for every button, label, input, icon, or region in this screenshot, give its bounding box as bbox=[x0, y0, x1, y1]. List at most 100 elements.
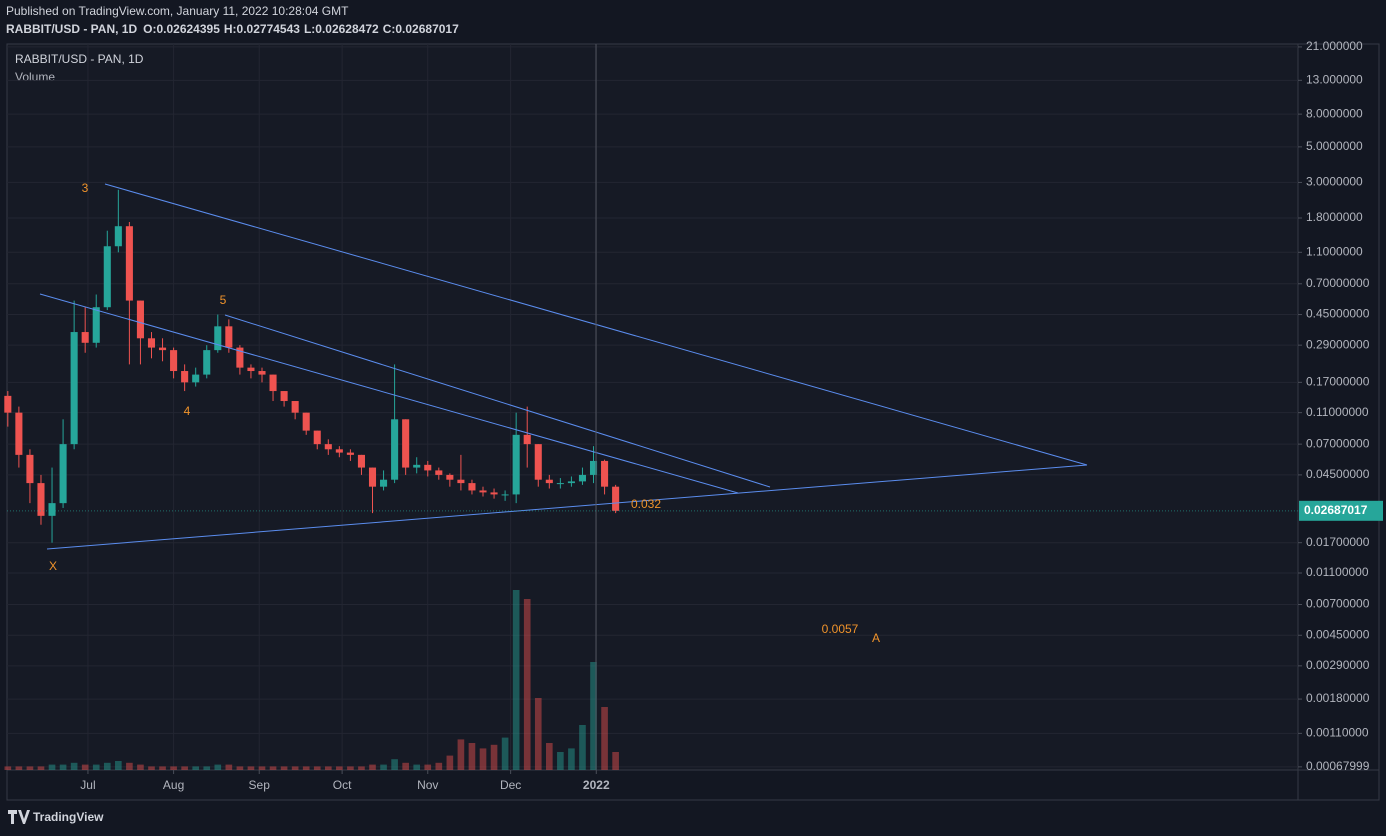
volume-bar bbox=[324, 766, 332, 770]
candle-body bbox=[48, 503, 56, 516]
volume-bar bbox=[26, 766, 34, 770]
volume-bar bbox=[280, 766, 288, 770]
volume-bar bbox=[92, 764, 100, 770]
candle-body bbox=[225, 326, 233, 348]
volume-bar bbox=[490, 744, 498, 770]
ohlc-label: C: bbox=[383, 22, 396, 36]
volume-bar bbox=[269, 766, 277, 770]
candle-body bbox=[523, 434, 531, 445]
volume-bar bbox=[291, 766, 299, 770]
volume-bar bbox=[413, 764, 421, 770]
candle-body bbox=[346, 452, 354, 455]
volume-bar bbox=[347, 766, 354, 770]
volume-bar bbox=[369, 764, 376, 770]
candle-body bbox=[37, 483, 45, 516]
logo-mark bbox=[8, 810, 30, 824]
candle-body bbox=[4, 395, 12, 413]
volume-bar bbox=[115, 761, 122, 770]
candle-body bbox=[15, 412, 23, 455]
y-tick-label: 21.000000 bbox=[1306, 39, 1363, 53]
candle-body bbox=[214, 326, 222, 351]
candle-body bbox=[578, 474, 587, 482]
y-tick-label: 3.0000000 bbox=[1306, 175, 1363, 189]
candle-body bbox=[236, 347, 244, 368]
x-tick-label: 2022 bbox=[583, 778, 610, 792]
volume-bar bbox=[612, 752, 619, 770]
plot-area bbox=[7, 44, 1298, 770]
candle-body bbox=[357, 454, 365, 468]
volume-bar bbox=[159, 766, 166, 770]
y-tick-label: 0.01100000 bbox=[1306, 565, 1369, 579]
volume-bar bbox=[501, 737, 509, 770]
candle-body bbox=[203, 350, 211, 375]
candle-body bbox=[313, 430, 321, 445]
y-tick-label: 0.01700000 bbox=[1306, 535, 1370, 549]
price-label: 0.02687017 bbox=[1304, 503, 1368, 517]
candle-body bbox=[59, 444, 67, 504]
candle-body bbox=[567, 481, 575, 484]
candle-body bbox=[280, 391, 288, 402]
volume-bar bbox=[214, 764, 222, 770]
candle-body bbox=[612, 486, 620, 511]
volume-bar bbox=[601, 707, 608, 770]
candle-body bbox=[380, 479, 388, 487]
candle-body bbox=[413, 464, 421, 468]
candle-body bbox=[446, 474, 454, 480]
logo bbox=[8, 810, 30, 824]
candle-body bbox=[81, 332, 89, 343]
volume-bar bbox=[4, 766, 12, 770]
ohlc-label: O: bbox=[143, 22, 156, 36]
candle-body bbox=[70, 332, 78, 445]
candle-body bbox=[125, 226, 133, 301]
x-tick-label: Jul bbox=[80, 778, 95, 792]
x-tick-label: Nov bbox=[417, 778, 438, 792]
candle-body bbox=[258, 371, 266, 375]
volume-bar bbox=[37, 766, 45, 770]
volume-bar bbox=[81, 764, 89, 770]
y-tick-label: 0.00180000 bbox=[1306, 691, 1370, 705]
volume-bar bbox=[225, 764, 233, 770]
candle-body bbox=[402, 419, 410, 468]
candle-body bbox=[247, 367, 255, 372]
y-tick-label: 0.04500000 bbox=[1306, 467, 1370, 481]
volume-bar bbox=[236, 766, 244, 770]
volume-bar bbox=[70, 762, 78, 770]
y-tick-label: 0.07000000 bbox=[1306, 436, 1370, 450]
annotation: A bbox=[872, 631, 880, 645]
volume-bar bbox=[468, 743, 476, 770]
volume-bar bbox=[203, 766, 211, 770]
volume-bar bbox=[302, 766, 310, 770]
x-tick-label: Aug bbox=[163, 778, 184, 792]
brand: TradingView bbox=[33, 810, 104, 824]
candle-body bbox=[92, 307, 100, 343]
annotation: 4 bbox=[184, 404, 191, 418]
volume-bar bbox=[15, 766, 23, 770]
candle-body bbox=[103, 246, 111, 308]
candle-body bbox=[147, 338, 156, 348]
volume-bar bbox=[59, 764, 67, 770]
ohlc-value: 0.02774543 bbox=[237, 22, 301, 36]
volume-bar bbox=[446, 755, 454, 770]
candle-body bbox=[291, 401, 299, 413]
candle-body bbox=[589, 460, 598, 475]
x-tick-label: Oct bbox=[333, 778, 352, 792]
ohlc-value: 0.02624395 bbox=[156, 22, 220, 36]
volume-bar bbox=[313, 766, 321, 770]
candle-body bbox=[159, 347, 167, 351]
volume-bar bbox=[523, 599, 531, 770]
candle-body bbox=[457, 479, 465, 484]
candle-body bbox=[192, 374, 200, 383]
price-label-bg bbox=[1299, 500, 1383, 521]
y-tick-label: 5.0000000 bbox=[1306, 139, 1363, 153]
candle-body bbox=[545, 479, 553, 484]
volume-bar bbox=[192, 766, 200, 770]
candle-body bbox=[424, 464, 432, 471]
volume-bar bbox=[126, 762, 133, 770]
trend-line bbox=[39, 293, 739, 494]
candle-body bbox=[136, 300, 144, 339]
volume-bar bbox=[137, 764, 144, 770]
volume-bar bbox=[568, 748, 575, 770]
annotation: 0.032 bbox=[631, 497, 661, 511]
volume-bar bbox=[247, 766, 255, 770]
candle-body bbox=[181, 371, 189, 383]
